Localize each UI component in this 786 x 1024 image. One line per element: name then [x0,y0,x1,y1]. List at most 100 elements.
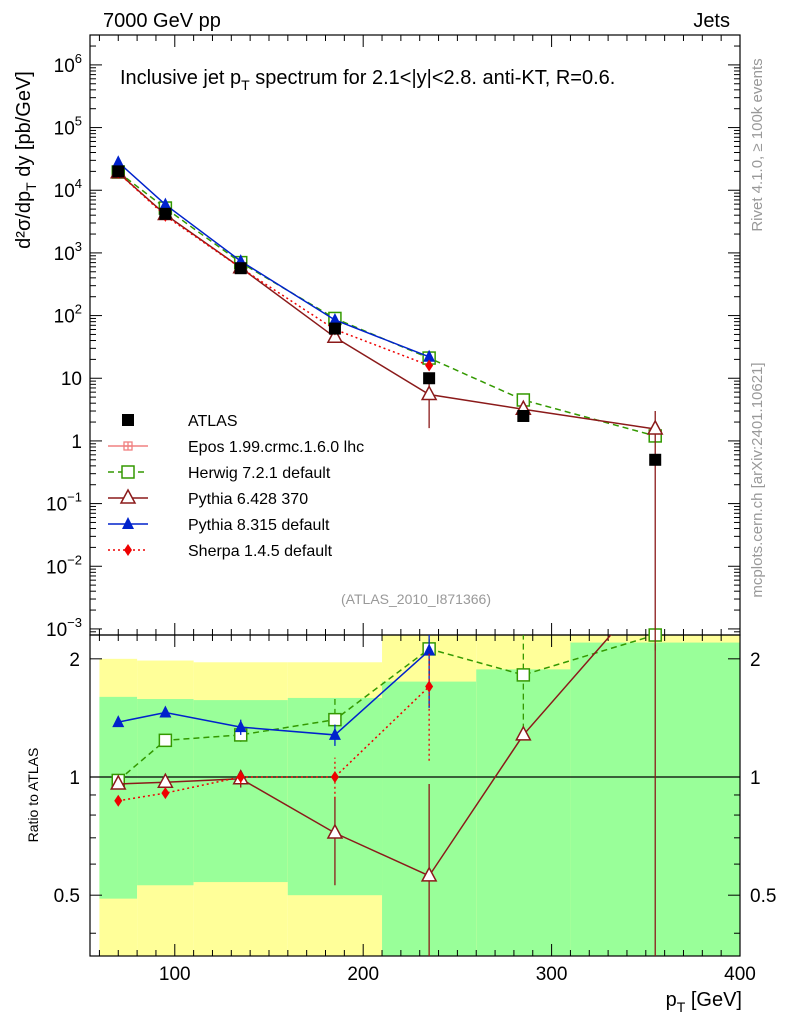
title-subscript: T [241,77,250,93]
y-tick-label-top: 104 [54,176,82,202]
xlabel-rest: [GeV] [685,989,742,1011]
y-tick-exponent: 2 [75,302,82,317]
data-series [110,155,664,956]
process-label: Jets [693,10,730,32]
legend-marker [124,544,132,556]
data-point-ratio [328,727,341,740]
y-tick-label-bottom-right: 0.5 [750,886,776,907]
x-tick-label: 300 [536,964,568,985]
y-tick-exponent: −3 [67,615,82,630]
y-tick-label-top: 105 [54,114,82,140]
x-axis-label: pT [GeV] [666,989,742,1015]
data-point-top [112,165,125,178]
data-point-ratio [330,771,339,784]
legend-label: Pythia 8.315 default [188,517,330,534]
analysis-id: (ATLAS_2010_I871366) [341,591,491,607]
y-tick-label-bottom-right: 1 [750,768,761,789]
data-point-top [517,409,530,422]
data-point-top [326,327,344,344]
y-tick-label-bottom: 1 [69,768,80,789]
data-point-ratio [110,774,127,790]
legend-marker [122,414,134,426]
mcplots-label: mcplots.cern.ch [arXiv:2401.10621] [749,362,766,597]
series-line-top [117,172,656,430]
data-point-ratio [158,733,173,748]
legend-marker [121,465,135,479]
legend-label: Sherpa 1.4.5 default [188,543,333,560]
series-0 [112,165,662,466]
data-point-ratio [425,680,434,693]
y-tick-label-top: 10 [61,369,82,390]
data-point-ratio [420,866,438,882]
collision-label: 7000 GeV pp [103,10,221,32]
data-point-top [646,419,664,435]
y-tick-label-top: 1 [71,432,82,453]
legend-label: Pythia 6.428 370 [188,491,308,508]
legend-marker [122,517,134,529]
data-point-ratio [161,787,170,800]
y-tick-label-top: 102 [54,302,82,328]
data-point-ratio [515,725,532,741]
data-point-top [159,197,172,210]
data-point-ratio [236,771,245,784]
y-tick-label-top: 10−1 [46,490,82,516]
x-tick-label: 100 [159,964,191,985]
y-tick-label-top: 103 [54,239,82,265]
data-point-top [328,313,341,326]
y-tick-exponent: 6 [75,51,82,66]
data-point-top [425,359,434,372]
y-tick-exponent: −2 [67,552,82,567]
data-point-top [423,372,436,385]
ylabel-subscript: T [23,182,39,191]
y-tick-label-bottom: 2 [69,650,80,671]
data-point-ratio [326,823,344,839]
y-tick-label-bottom-right: 2 [750,650,761,671]
legend-entry: Pythia 6.428 370 [108,488,308,508]
data-point-ratio [516,668,531,682]
ylabel-rest: dy [pb/GeV] [13,71,35,182]
data-point-top [649,453,662,466]
rivet-version-label: Rivet 4.1.0, ≥ 100k events [749,58,766,231]
legend-label: Epos 1.99.crmc.1.6.0 lhc [188,439,364,456]
data-point-ratio [423,643,436,656]
legend-entry: Sherpa 1.4.5 default [108,543,333,560]
legend-entry: Herwig 7.2.1 default [108,465,331,482]
legend-marker [119,488,137,504]
ratio-uncertainty-bands [90,635,740,956]
y-tick-exponent: −1 [67,490,82,505]
green-band-bin [476,669,571,956]
data-point-top [420,384,438,401]
y-tick-exponent: 5 [75,114,82,129]
legend-entry: Pythia 8.315 default [108,517,330,534]
y-tick-label-bottom: 0.5 [54,886,80,907]
y-tick-label-top: 106 [54,51,82,77]
legend-entry: ATLAS [122,413,238,430]
y-axis-label-top: d²σ/dpT dy [pb/GeV] [13,71,39,249]
y-axis-label-ratio: Ratio to ATLAS [25,748,41,843]
data-point-top [159,207,172,220]
legend-label: Herwig 7.2.1 default [188,465,331,482]
data-point-ratio [112,715,125,728]
x-tick-label: 400 [724,964,756,985]
title-rest: spectrum for 2.1<|y|<2.8. anti-KT, R=0.6… [250,67,616,89]
legend-entry: Epos 1.99.crmc.1.6.0 lhc [108,439,364,456]
y-tick-exponent: 4 [75,176,82,191]
y-tick-label-top: 10−3 [46,615,82,641]
data-point-ratio [234,720,247,733]
y-tick-exponent: 3 [75,239,82,254]
data-point-top [112,155,125,168]
data-point-top [234,262,247,275]
data-point-top [328,322,341,335]
series-line-ratio [118,685,430,802]
data-point-ratio [159,705,172,718]
legend: ATLAS Epos 1.99.crmc.1.6.0 lhc Herwig 7.2.… [108,413,364,560]
series-line-top [117,171,656,437]
ratio-plot-frame [89,634,741,957]
chart-title: Inclusive jet pT spectrum for 2.1<|y|<2.… [120,67,615,93]
legend-label: ATLAS [188,413,238,430]
data-point-ratio [328,712,342,727]
series-line-top [117,161,430,358]
y-tick-label-top: 10−2 [46,552,82,578]
xlabel-subscript: T [677,999,686,1015]
